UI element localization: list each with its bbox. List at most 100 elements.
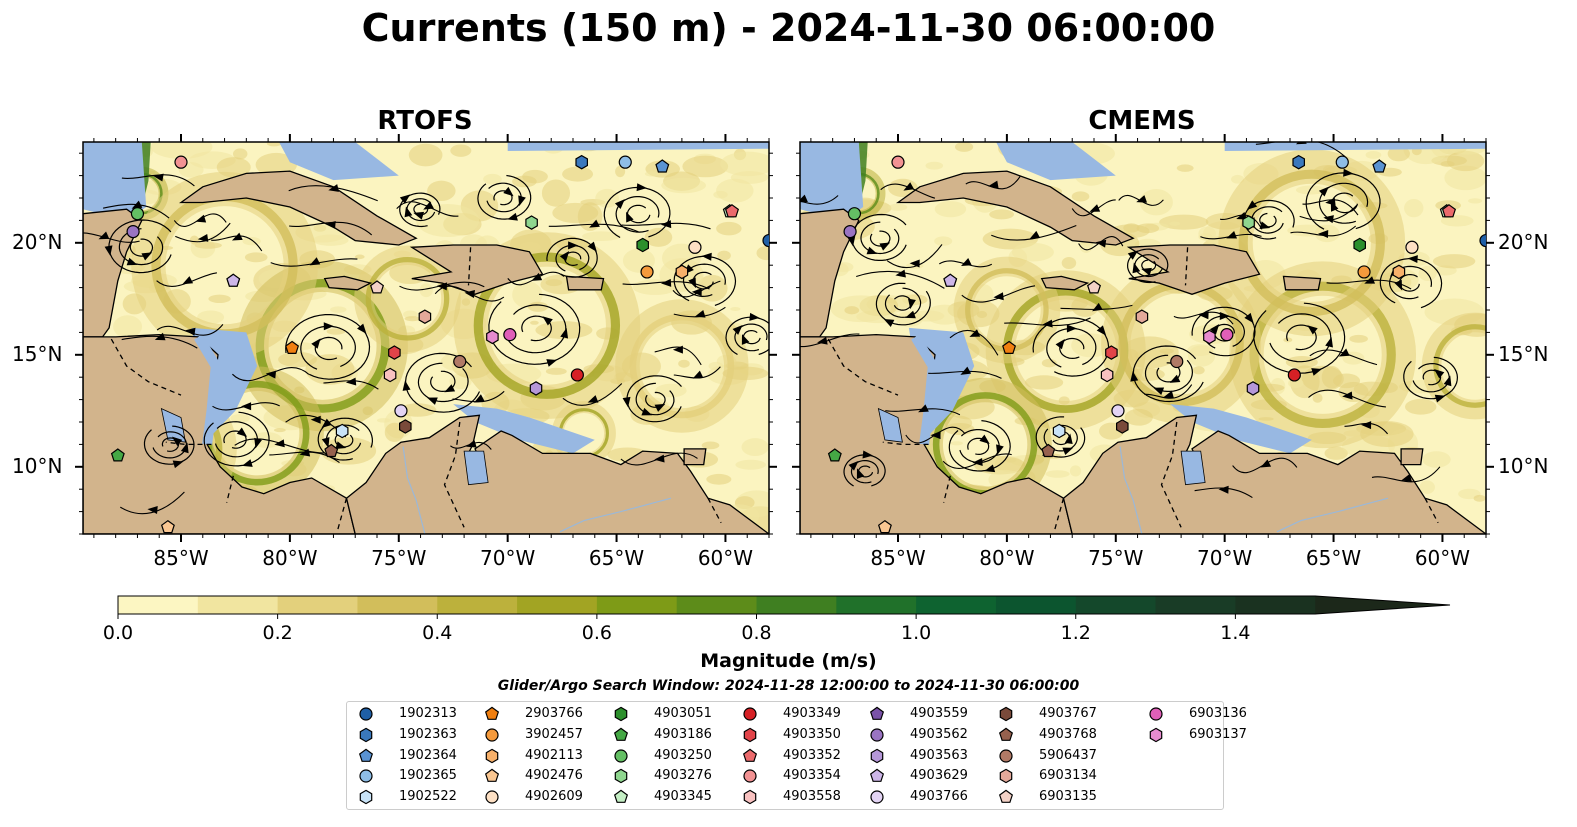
cmems-map (792, 134, 1494, 542)
current-core (1238, 169, 1385, 316)
speed-patch (1312, 393, 1323, 403)
country-border (226, 475, 234, 503)
streamline (1371, 466, 1441, 483)
speed-patch (706, 473, 732, 485)
current-band (1218, 149, 1406, 337)
legend-label: 4902113 (525, 747, 583, 763)
float-marker-6903135 (1086, 280, 1102, 294)
speed-patch (1446, 150, 1485, 172)
streamline-arrow (961, 258, 972, 266)
float-marker-2903766 (1002, 340, 1017, 354)
shallow-water (1224, 142, 1486, 151)
country-border (943, 475, 951, 503)
float-marker-4903562 (126, 225, 140, 239)
streamline-arrow (1042, 319, 1053, 328)
streamline-arrow (589, 219, 600, 228)
legend-marker (359, 789, 373, 805)
float-marker-4903766 (394, 404, 408, 418)
streamline-arrow (960, 366, 972, 375)
speed-patch (242, 236, 261, 246)
legend-label: 4903186 (654, 726, 712, 742)
streamline-arrow (231, 232, 243, 241)
streamline-arrow (979, 434, 990, 445)
land-southam (345, 414, 769, 534)
legend-marker-pentagon-icon (869, 769, 885, 783)
streamline-arrow (1307, 325, 1318, 335)
map-frame (799, 141, 1487, 535)
legend-marker (870, 748, 884, 763)
legend-marker-circle-icon (485, 790, 499, 804)
shallow-water (507, 142, 769, 151)
streamline-arrow (996, 444, 1004, 456)
legend-label: 1902364 (399, 747, 457, 763)
speed-patch (512, 281, 543, 309)
legend-marker (999, 748, 1013, 763)
streamline-arrow (1132, 262, 1141, 274)
streamline-arrow (626, 211, 634, 223)
streamline (886, 244, 943, 269)
map-panels (75, 134, 1494, 542)
colorbar-tick-label: 0.6 (581, 622, 612, 644)
lon-label: 75°W (1088, 546, 1144, 570)
country-border (467, 247, 472, 286)
speed-patch (844, 306, 860, 315)
lon-label: 65°W (588, 546, 645, 570)
panel-title-cmems: CMEMS (1088, 106, 1196, 136)
float-marker-1902364 (1372, 159, 1387, 173)
streamline-arrow (323, 322, 334, 331)
speed-patch (189, 235, 199, 245)
float-marker-4903276 (1242, 215, 1255, 230)
legend-marker (613, 789, 629, 804)
streamline-arrow (1311, 368, 1322, 376)
speed-patch (756, 245, 769, 261)
streamline-arrow (984, 464, 996, 473)
country-border (165, 441, 212, 446)
speed-patch (1295, 185, 1327, 195)
float-marker-3902457 (640, 265, 654, 279)
streamline-arrow (241, 402, 252, 411)
streamline-arrow (172, 460, 184, 469)
streamline (234, 438, 324, 454)
float-marker-4902609 (1405, 240, 1419, 254)
legend-marker-hexagon-icon (999, 769, 1013, 784)
legend-label: 4902476 (525, 768, 583, 784)
legend-label: 4903276 (654, 768, 712, 784)
streamline-arrow (141, 252, 153, 261)
lon-label: 65°W (1305, 546, 1362, 570)
speed-patch (278, 351, 318, 368)
legend-marker-circle-icon (359, 707, 373, 721)
land-hispaniola (1126, 244, 1261, 295)
streamline-arrow (1246, 200, 1258, 210)
legend-marker (359, 727, 373, 743)
streamline-arrow (1323, 215, 1334, 224)
legend-label: 4903354 (783, 768, 841, 784)
float-marker-4902113 (1392, 264, 1406, 280)
legend-label: 4903629 (910, 768, 968, 784)
speed-patch (615, 165, 626, 178)
speed-patch (1159, 348, 1174, 354)
speed-patch (896, 311, 923, 327)
legend-marker-circle-icon (743, 707, 757, 721)
legend-marker (742, 748, 758, 762)
legend-marker-pentagon-icon (358, 748, 374, 762)
speed-patch (1045, 470, 1070, 478)
float-marker-4903558 (383, 367, 397, 383)
streamline-arrow (1136, 195, 1148, 203)
streamline (102, 203, 170, 219)
streamline-arrow (265, 370, 277, 379)
streamline-arrow (654, 454, 665, 463)
streamline-arrow (444, 384, 456, 393)
streamline-arrow (1434, 369, 1445, 379)
current-core (365, 256, 450, 341)
speed-patch (1169, 221, 1181, 226)
float-marker-1902363 (1292, 154, 1306, 170)
float-marker-4903767 (399, 419, 412, 434)
legend-marker-pentagon-icon (869, 706, 885, 720)
legend-marker-circle-icon (743, 769, 757, 783)
streamline-arrow (800, 194, 808, 203)
speed-patch (416, 203, 480, 238)
speed-patch (1159, 214, 1209, 230)
streamline-arrow (423, 201, 434, 210)
speed-patch (354, 254, 365, 260)
legend-label: 4902609 (525, 789, 583, 805)
